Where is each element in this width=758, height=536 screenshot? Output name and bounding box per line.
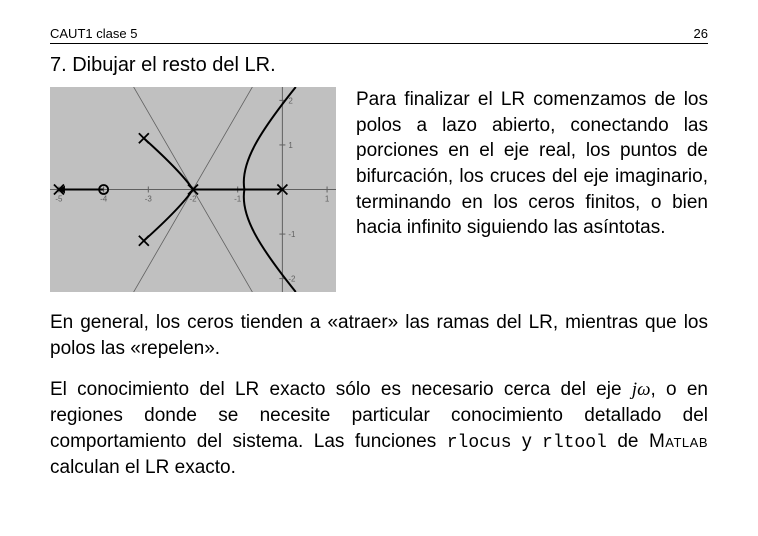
root-locus-plot: -5 -4 -3 -2 -1 1 -2 -1 1 2	[50, 87, 336, 292]
p2-d: y	[512, 431, 542, 452]
header-right: 26	[694, 26, 708, 41]
p2-f: de	[607, 431, 649, 452]
root-locus-figure: -5 -4 -3 -2 -1 1 -2 -1 1 2	[50, 87, 336, 292]
header: CAUT1 clase 5 26	[50, 26, 708, 44]
svg-text:1: 1	[288, 141, 293, 150]
svg-text:1: 1	[325, 195, 330, 204]
code-rltool: rltool	[542, 433, 607, 453]
p2-a: El conocimiento del LR exacto sólo es ne…	[50, 379, 632, 400]
header-left: CAUT1 clase 5	[50, 26, 137, 41]
svg-text:2: 2	[288, 96, 293, 105]
svg-text:-5: -5	[55, 195, 63, 204]
paragraph-1: En general, los ceros tienden a «atraer»…	[50, 310, 708, 361]
math-jw: jω	[632, 379, 651, 400]
top-section: -5 -4 -3 -2 -1 1 -2 -1 1 2 Para finalizar el LR c…	[50, 87, 708, 292]
paragraph-2: El conocimiento del LR exacto sólo es ne…	[50, 377, 708, 480]
svg-text:-1: -1	[288, 230, 296, 239]
p2-h: calculan el LR exacto.	[50, 457, 236, 478]
svg-text:-2: -2	[189, 195, 197, 204]
svg-text:-2: -2	[288, 275, 296, 284]
code-rlocus: rlocus	[447, 433, 512, 453]
svg-text:-3: -3	[145, 195, 153, 204]
side-paragraph: Para finalizar el LR comenzamos de los p…	[356, 87, 708, 292]
matlab: Matlab	[649, 431, 708, 452]
svg-text:-4: -4	[100, 195, 108, 204]
section-title: 7. Dibujar el resto del LR.	[50, 54, 708, 77]
svg-text:-1: -1	[234, 195, 242, 204]
